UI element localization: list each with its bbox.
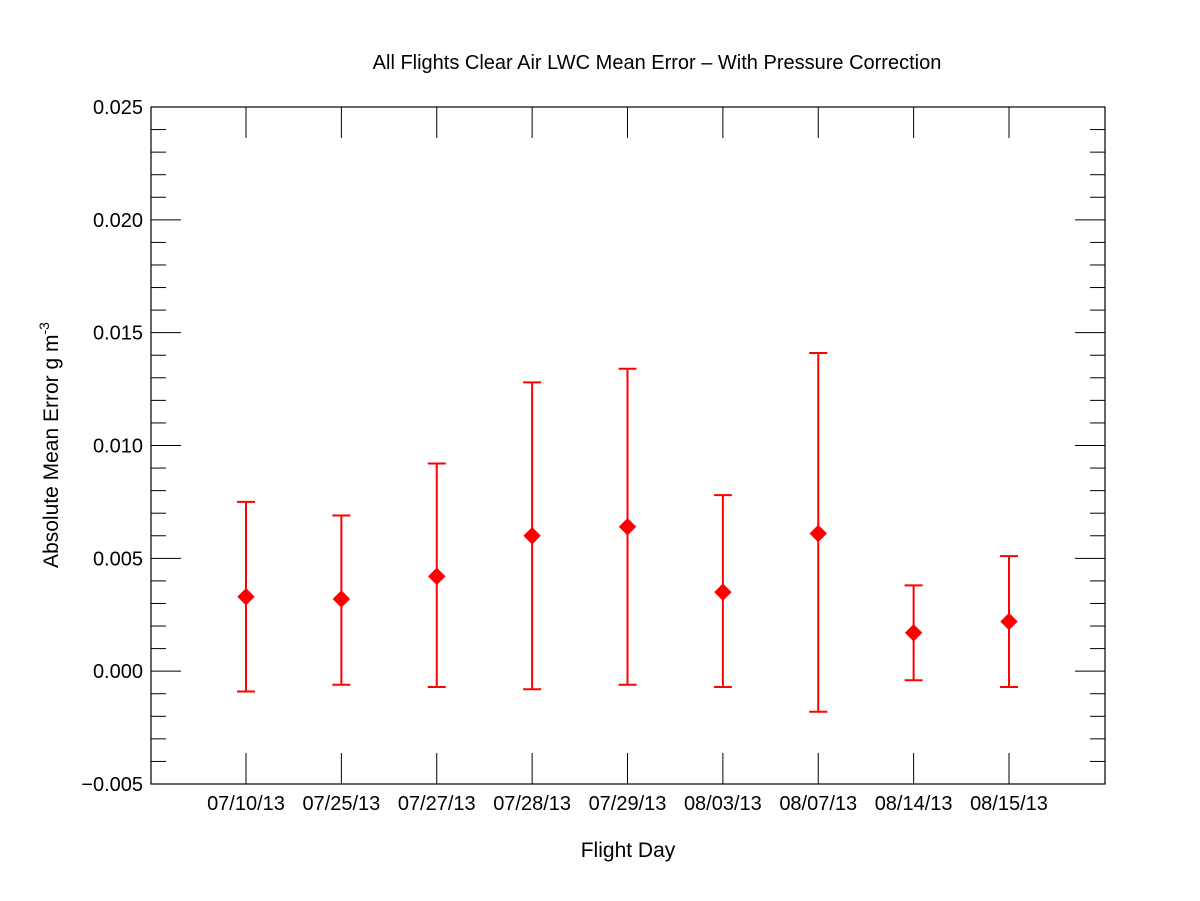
data-point-diamond bbox=[237, 587, 255, 606]
data-point-diamond bbox=[1000, 612, 1018, 631]
x-axis-ticks bbox=[245, 107, 1010, 784]
y-axis-label: Absolute Mean Error g m-3 bbox=[36, 322, 63, 568]
y-tick-label: 0.010 bbox=[93, 436, 143, 458]
x-tick-label: 07/28/13 bbox=[493, 793, 571, 815]
y-tick-label: 0.025 bbox=[93, 97, 143, 119]
y-tick-label: 0.005 bbox=[93, 548, 143, 570]
x-tick-label: 07/25/13 bbox=[302, 793, 380, 815]
data-point-diamond bbox=[428, 567, 446, 586]
x-tick-label: 07/29/13 bbox=[589, 793, 667, 815]
data-markers bbox=[237, 518, 1018, 642]
data-point-diamond bbox=[523, 527, 541, 545]
x-tick-label: 07/27/13 bbox=[398, 793, 476, 815]
data-point-diamond bbox=[904, 624, 923, 642]
y-axis-tick-labels: −0.005 0.000 0.005 0.010 0.015 0.020 0.025 bbox=[81, 97, 143, 796]
x-tick-label: 08/07/13 bbox=[779, 793, 857, 815]
chart-title: All Flights Clear Air LWC Mean Error – W… bbox=[373, 52, 942, 74]
x-tick-label: 07/10/13 bbox=[207, 793, 285, 815]
data-point-diamond bbox=[809, 524, 827, 543]
y-tick-label: −0.005 bbox=[81, 774, 143, 796]
y-tick-label: 0.020 bbox=[93, 210, 143, 232]
x-tick-label: 08/15/13 bbox=[970, 793, 1048, 815]
y-tick-label: 0.015 bbox=[93, 323, 143, 345]
y-axis-label-text: Absolute Mean Error g m bbox=[40, 335, 63, 568]
y-axis-label-superscript: -3 bbox=[36, 322, 52, 335]
x-tick-label: 08/14/13 bbox=[875, 793, 953, 815]
data-point-diamond bbox=[618, 518, 637, 536]
x-axis-tick-labels: 07/10/13 07/25/13 07/27/13 07/28/13 07/29/13… bbox=[207, 793, 1048, 815]
y-axis-ticks bbox=[151, 106, 1105, 785]
y-tick-label: 0.000 bbox=[93, 661, 143, 683]
x-tick-label: 08/03/13 bbox=[684, 793, 762, 815]
data-point-diamond bbox=[332, 590, 351, 608]
data-point-diamond bbox=[714, 583, 732, 601]
x-axis-label: Flight Day bbox=[581, 839, 676, 862]
